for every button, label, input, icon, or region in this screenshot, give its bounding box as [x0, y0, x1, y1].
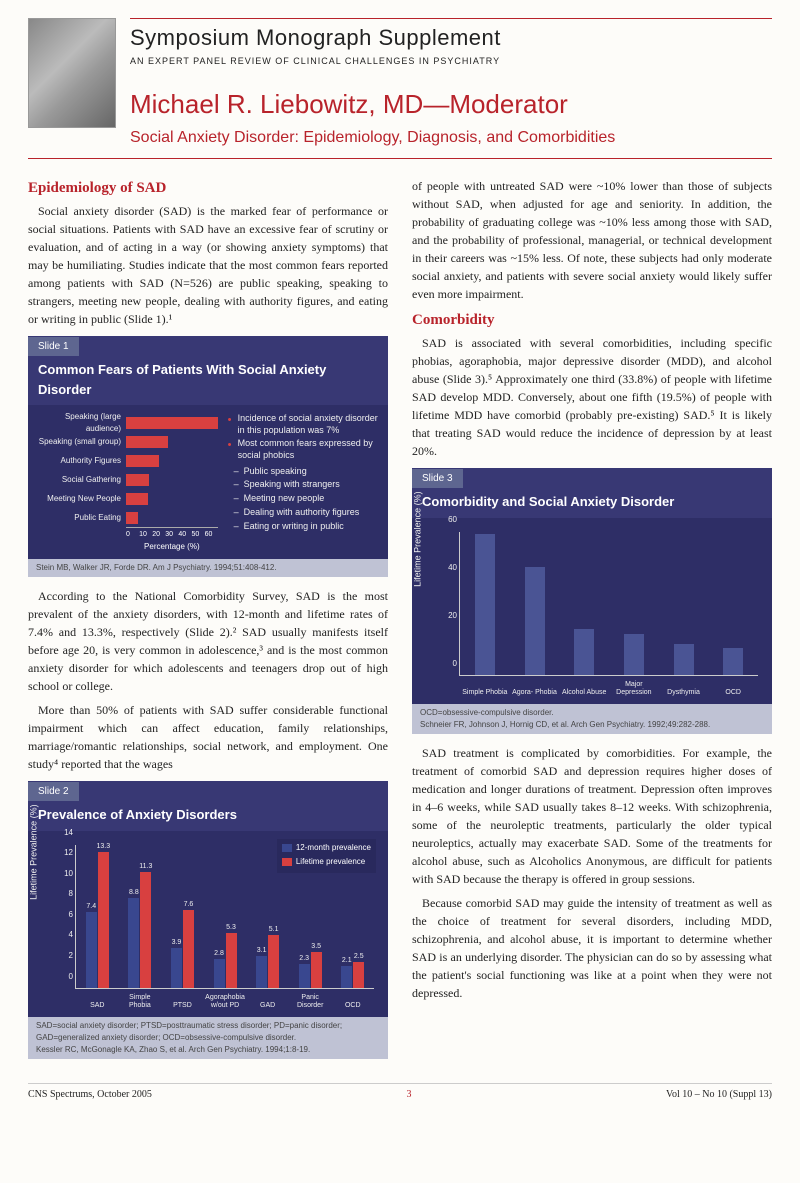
slide-2: Slide 2 Prevalence of Anxiety Disorders … [28, 781, 388, 1059]
slide-tab: Slide 1 [28, 337, 79, 356]
page-footer: CNS Spectrums, October 2005 3 Vol 10 – N… [28, 1083, 772, 1102]
supplement-subtitle: AN EXPERT PANEL REVIEW OF CLINICAL CHALL… [130, 55, 772, 69]
slide-title: Comorbidity and Social Anxiety Disorder [412, 488, 772, 518]
body-paragraph: Social anxiety disorder (SAD) is the mar… [28, 202, 388, 328]
slide1-bar-chart: Speaking (large audience)Speaking (small… [38, 413, 218, 553]
right-column: of people with untreated SAD were ~10% l… [412, 177, 772, 1069]
slide-3: Slide 3 Comorbidity and Social Anxiety D… [412, 468, 772, 734]
slide-1: Slide 1 Common Fears of Patients With So… [28, 336, 388, 577]
slide-citation: Stein MB, Walker JR, Forde DR. Am J Psyc… [28, 559, 388, 577]
footer-journal: CNS Spectrums, October 2005 [28, 1087, 152, 1102]
author-line: Michael R. Liebowitz, MD—Moderator [130, 85, 772, 124]
slide-citation: OCD=obsessive-compulsive disorder. Schne… [412, 704, 772, 734]
body-paragraph: Because comorbid SAD may guide the inten… [412, 894, 772, 1002]
slide-title: Prevalence of Anxiety Disorders [28, 801, 388, 831]
supplement-title: Symposium Monograph Supplement [130, 18, 772, 54]
author-portrait [28, 18, 116, 128]
body-paragraph: of people with untreated SAD were ~10% l… [412, 177, 772, 303]
page-header: Symposium Monograph Supplement AN EXPERT… [28, 18, 772, 159]
body-paragraph: SAD is associated with several comorbidi… [412, 334, 772, 460]
section-heading-comorbidity: Comorbidity [412, 309, 772, 332]
body-paragraph: According to the National Comorbidity Su… [28, 587, 388, 695]
slide3-bar-chart: Simple PhobiaAgora- PhobiaAlcohol AbuseM… [460, 532, 758, 676]
footer-page-number: 3 [406, 1087, 411, 1102]
slide-citation: SAD=social anxiety disorder; PTSD=posttr… [28, 1017, 388, 1059]
slide2-bar-chart: 7.413.3SAD8.811.3Simple Phobia3.97.6PTSD… [76, 845, 374, 989]
slide-tab: Slide 2 [28, 782, 79, 801]
section-heading-epidemiology: Epidemiology of SAD [28, 177, 388, 200]
body-paragraph: SAD treatment is complicated by comorbid… [412, 744, 772, 888]
slide-title: Common Fears of Patients With Social Anx… [28, 356, 388, 405]
footer-volume: Vol 10 – No 10 (Suppl 13) [666, 1087, 772, 1102]
article-title: Social Anxiety Disorder: Epidemiology, D… [130, 126, 772, 150]
body-paragraph: More than 50% of patients with SAD suffe… [28, 701, 388, 773]
slide1-bullets: Incidence of social anxiety disorder in … [228, 413, 378, 553]
left-column: Epidemiology of SAD Social anxiety disor… [28, 177, 388, 1069]
slide-tab: Slide 3 [412, 469, 463, 488]
